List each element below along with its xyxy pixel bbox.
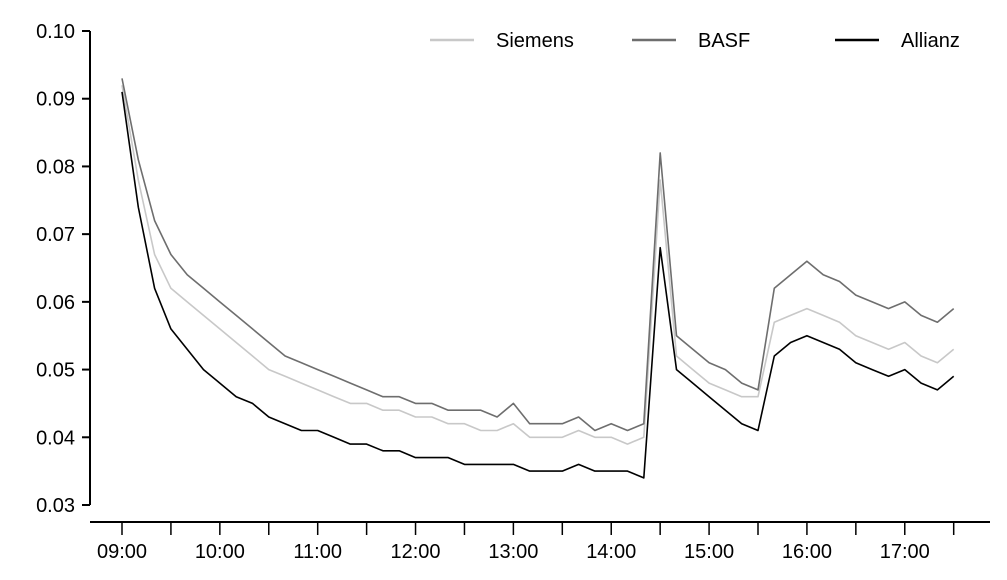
y-tick-label: 0.04 <box>36 427 75 449</box>
x-tick-label: 15:00 <box>684 541 734 563</box>
series-line-siemens <box>121 85 955 445</box>
y-tick-label: 0.10 <box>36 21 75 43</box>
x-tick-label: 13:00 <box>488 541 538 563</box>
x-tick-label: 10:00 <box>195 541 245 563</box>
x-tick-label: 12:00 <box>391 541 441 563</box>
legend-label-siemens: Siemens <box>496 30 574 52</box>
series-line-allianz <box>121 91 955 479</box>
legend-label-basf: BASF <box>698 30 750 52</box>
x-tick-label: 11:00 <box>293 541 342 563</box>
x-tick-label: 09:00 <box>97 541 147 563</box>
y-tick-label: 0.09 <box>36 89 75 111</box>
legend: Siemens BASF Allianz <box>430 30 960 52</box>
legend-label-allianz: Allianz <box>901 30 960 52</box>
y-tick-label: 0.06 <box>36 292 75 314</box>
series-layer <box>121 78 955 479</box>
y-tick-label: 0.03 <box>36 495 75 517</box>
y-axis: 0.03 0.04 0.05 0.06 0.07 0.08 0.09 0.10 <box>36 21 91 517</box>
x-tick-label: 14:00 <box>586 541 636 563</box>
x-tick-label: 17:00 <box>880 541 930 563</box>
x-tick-label: 16:00 <box>782 541 832 563</box>
y-tick-label: 0.05 <box>36 360 75 382</box>
x-axis: 09:00 10:00 11:00 12:00 13:00 14:00 15:00 16:00… <box>90 521 990 563</box>
y-tick-label: 0.08 <box>36 156 75 178</box>
y-tick-label: 0.07 <box>36 224 75 246</box>
series-line-basf <box>121 78 955 432</box>
